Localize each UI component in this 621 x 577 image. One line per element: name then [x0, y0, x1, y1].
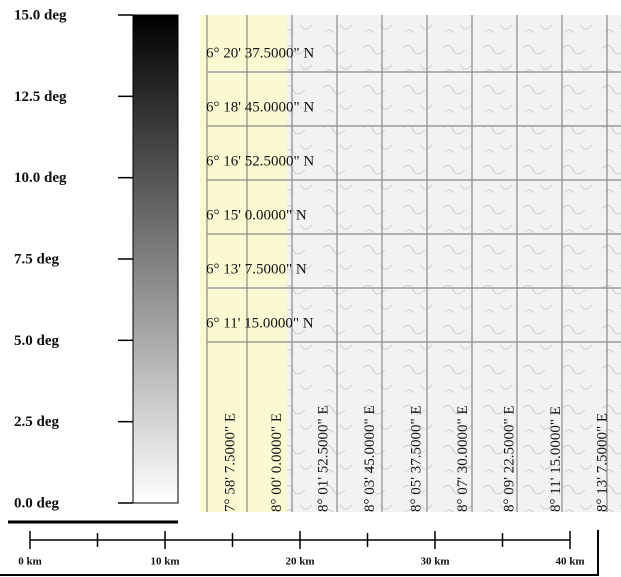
latitude-label: 6° 20' 37.5000" N [206, 45, 314, 61]
longitude-label: 8° 11' 15.0000" E [548, 406, 564, 512]
longitude-label: 8° 03' 45.0000" E [362, 406, 378, 513]
colorbar-label: 5.0 deg [14, 333, 60, 349]
map: 0.0 deg 2.5 deg 5.0 deg 7.5 deg 10.0 deg 12.5… [0, 0, 621, 577]
longitude-label: 8° 01' 52.5000" E [315, 406, 331, 513]
longitude-label: 8° 09' 22.5000" E [501, 406, 517, 513]
latitude-label: 6° 11' 15.0000" N [206, 315, 314, 331]
latitude-label: 6° 18' 45.0000" N [206, 99, 314, 115]
colorbar-label: 15.0 deg [14, 7, 67, 23]
latitude-label: 6° 16' 52.5000" N [206, 153, 314, 169]
scale-label: 30 km [420, 556, 449, 568]
longitude-label: 8° 00' 0.0000" E [269, 413, 285, 512]
colorbar-label: 10.0 deg [14, 170, 67, 186]
colorbar-label: 7.5 deg [14, 251, 60, 267]
scale-label: 0 km [18, 556, 42, 568]
longitude-label: 8° 05' 37.5000" E [408, 406, 424, 513]
longitude-label: 8° 07' 30.0000" E [455, 406, 471, 513]
colorbar-label: 12.5 deg [14, 89, 67, 105]
longitude-label: 8° 13' 7.5000" E [594, 413, 610, 512]
frame [0, 530, 598, 575]
colorbar-label: 0.0 deg [14, 495, 60, 511]
longitude-label: 7° 58' 7.5000" E [222, 413, 238, 512]
colorbar-label: 2.5 deg [14, 414, 60, 430]
latitude-label: 6° 13' 7.5000" N [206, 261, 307, 277]
scale-label: 20 km [285, 556, 314, 568]
scale-label: 40 km [555, 556, 584, 568]
colorbar [133, 15, 178, 503]
latitude-label: 6° 15' 0.0000" N [206, 207, 307, 223]
scale-label: 10 km [150, 556, 179, 568]
